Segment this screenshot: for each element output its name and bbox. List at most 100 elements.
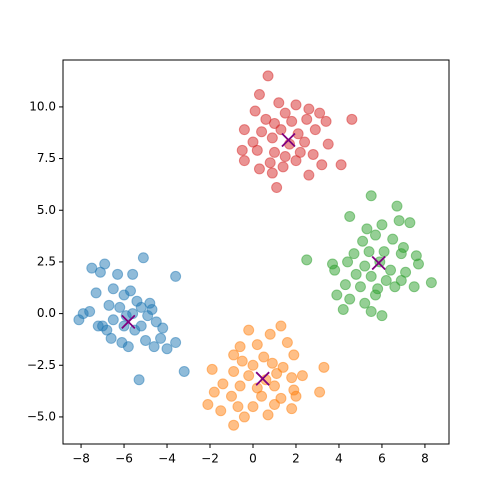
scatter-point [157, 322, 169, 334]
scatter-point [249, 105, 261, 117]
y-tick-label: 2.5 [37, 254, 56, 268]
scatter-point [279, 107, 291, 119]
scatter-point [387, 233, 399, 245]
scatter-point [378, 246, 390, 258]
scatter-point [225, 390, 237, 402]
scatter-point [299, 136, 311, 148]
scatter-point [344, 210, 356, 222]
scatter-point [124, 285, 136, 297]
scatter-point [135, 301, 147, 313]
scatter-point [234, 380, 246, 392]
scatter-point [281, 337, 293, 349]
scatter-point [266, 132, 278, 144]
scatter-point [271, 182, 283, 194]
scatter-point [84, 306, 96, 318]
scatter-point [309, 124, 321, 136]
scatter-point [337, 303, 349, 315]
scatter-point [292, 128, 304, 140]
scatter-point [275, 124, 287, 136]
scatter-point [253, 89, 265, 101]
scatter-point [279, 151, 291, 163]
x-tick-label: 2 [292, 452, 300, 466]
scatter-point [316, 159, 328, 171]
scatter-point [238, 411, 250, 423]
scatter-point [307, 148, 319, 160]
scatter-point [329, 264, 341, 276]
scatter-point [228, 365, 240, 377]
scatter-point [90, 287, 102, 299]
scatter-point [107, 283, 119, 295]
scatter-point [331, 289, 343, 301]
scatter-point [243, 324, 255, 336]
scatter-point [357, 235, 369, 247]
scatter-point [236, 355, 248, 367]
scatter-point [135, 320, 147, 332]
scatter-point [170, 270, 182, 282]
scatter-point [217, 378, 229, 390]
scatter-point [161, 343, 173, 355]
scatter-point [320, 115, 332, 127]
scatter-point [258, 351, 270, 363]
scatter-point [114, 301, 126, 313]
scatter-point [361, 223, 373, 235]
scatter-point [97, 320, 109, 332]
scatter-point [335, 159, 347, 171]
scatter-point [236, 144, 248, 156]
scatter-point [94, 266, 106, 278]
scatter-point [286, 403, 298, 415]
scatter-point [266, 357, 278, 369]
scatter-point [286, 372, 298, 384]
scatter-point [140, 334, 152, 346]
scatter-point [266, 167, 278, 179]
scatter-point [253, 163, 265, 175]
scatter-point [303, 103, 315, 115]
scatter-point [148, 341, 160, 353]
scatter-point [346, 113, 358, 125]
scatter-point [288, 349, 300, 361]
scatter-point [391, 200, 403, 212]
scatter-point [247, 401, 259, 413]
scatter-point [232, 401, 244, 413]
scatter-point [208, 386, 220, 398]
scatter-point [206, 363, 218, 375]
scatter-point [369, 289, 381, 301]
scatter-point [262, 70, 274, 82]
scatter-point [365, 190, 377, 202]
scatter-point [339, 279, 351, 291]
scatter-point [290, 99, 302, 111]
scatter-point [238, 155, 250, 167]
x-tick-label: −2 [201, 452, 219, 466]
scatter-point [73, 314, 85, 326]
x-tick-label: 6 [378, 452, 386, 466]
x-tick-label: −6 [115, 452, 133, 466]
scatter-point [425, 277, 437, 289]
scatter-point [395, 248, 407, 260]
scatter-point [127, 268, 139, 280]
scatter-point [264, 157, 276, 169]
scatter-point [103, 299, 115, 311]
y-tick-label: 5.0 [37, 203, 56, 217]
x-tick-label: 4 [335, 452, 343, 466]
scatter-point [137, 252, 149, 264]
scatter-point [264, 328, 276, 340]
scatter-point [303, 169, 315, 181]
scatter-point [354, 281, 366, 293]
scatter-point [348, 248, 360, 260]
scatter-point [301, 254, 313, 266]
x-tick-label: 8 [421, 452, 429, 466]
scatter-point [275, 320, 287, 332]
scatter-point [393, 215, 405, 227]
centroid-marker [371, 255, 386, 271]
scatter-point [133, 374, 145, 386]
scatter-point [155, 332, 167, 344]
scatter-point [215, 405, 227, 417]
scatter-point [296, 370, 308, 382]
scatter-point [112, 268, 124, 280]
scatter-point [146, 303, 158, 315]
y-tick-label: 0.0 [37, 306, 56, 320]
x-tick-label: 0 [249, 452, 257, 466]
scatter-point [365, 270, 377, 282]
scatter-point [251, 339, 263, 351]
scatter-point [359, 297, 371, 309]
